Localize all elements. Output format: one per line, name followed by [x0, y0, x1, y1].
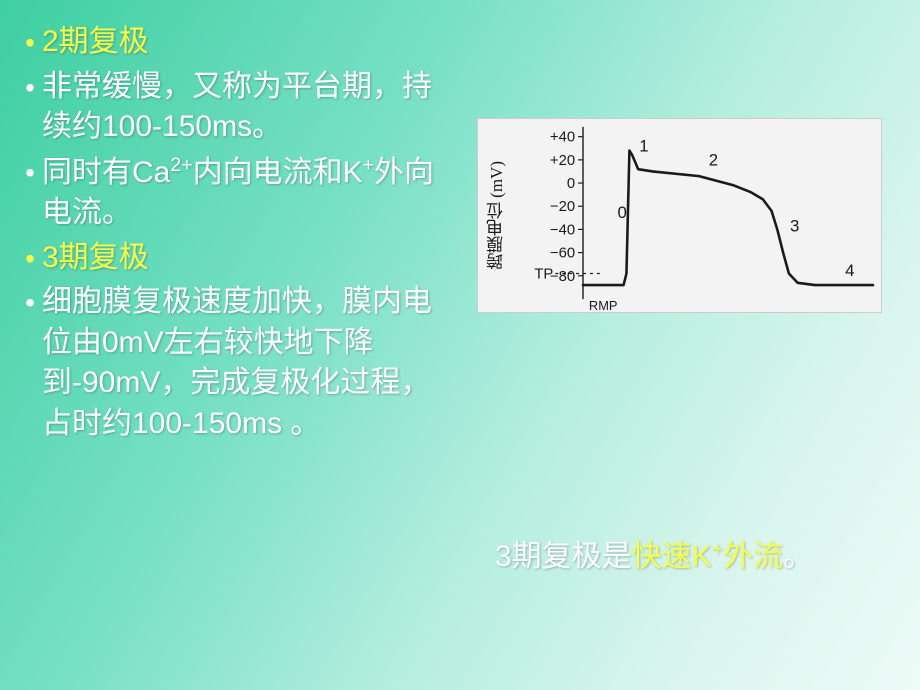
bullet-text: 非常缓慢，又称为平台期，持续约100-150ms。 — [42, 67, 448, 148]
bullet-item: •同时有Ca2+内向电流和K+外向电流。 — [18, 152, 448, 234]
svg-text:−80: −80 — [550, 269, 575, 285]
svg-text:−40: −40 — [550, 222, 575, 238]
svg-text:4: 4 — [845, 261, 854, 280]
svg-text:2: 2 — [709, 151, 718, 170]
bullet-dot-icon: • — [18, 240, 42, 278]
svg-text:RMP: RMP — [589, 298, 618, 312]
bottom-note-hl2: 外流 — [723, 540, 783, 573]
bullet-text: 细胞膜复极速度加快，膜内电位由0mV左右较快地下降到-90mV，完成复极化过程，… — [42, 282, 448, 444]
svg-text:+20: +20 — [550, 153, 575, 169]
bottom-note-sup: + — [712, 538, 723, 560]
action-potential-chart: +40 +20 0 −20 −40 −60 −80TP RMP 0 1 2 3 4 跨膜电位 (mV) — [477, 118, 882, 313]
bullet-dot-icon: • — [18, 24, 42, 62]
bullet-dot-icon: • — [18, 154, 42, 192]
svg-text:0: 0 — [567, 176, 575, 192]
svg-text:−20: −20 — [550, 199, 575, 215]
chart-svg: +40 +20 0 −20 −40 −60 −80TP RMP 0 1 2 3 4 — [478, 119, 881, 312]
bottom-note-post: 。 — [783, 540, 813, 573]
bullet-item: •非常缓慢，又称为平台期，持续约100-150ms。 — [18, 67, 448, 148]
chart-y-axis-label: 跨膜电位 (mV) — [484, 161, 509, 270]
bullet-heading: •2期复极 — [18, 22, 448, 63]
svg-text:0: 0 — [617, 203, 626, 222]
bottom-note-pre: 3期复极是 — [495, 540, 632, 573]
bullet-text: 3期复极 — [42, 238, 448, 279]
bullet-text: 同时有Ca2+内向电流和K+外向电流。 — [42, 152, 448, 234]
bullet-text: 2期复极 — [42, 22, 448, 63]
bottom-note: 3期复极是快速K+外流。 — [495, 535, 895, 579]
svg-text:−60: −60 — [550, 246, 575, 262]
svg-text:+40: +40 — [550, 130, 575, 146]
bullet-item: •细胞膜复极速度加快，膜内电位由0mV左右较快地下降到-90mV，完成复极化过程… — [18, 282, 448, 444]
bottom-note-hl1: 快速K — [632, 540, 712, 573]
svg-text:3: 3 — [790, 217, 799, 236]
bullet-list: •2期复极•非常缓慢，又称为平台期，持续约100-150ms。•同时有Ca2+内… — [18, 22, 448, 448]
svg-text:1: 1 — [639, 137, 648, 156]
svg-text:TP: TP — [534, 266, 553, 282]
bullet-dot-icon: • — [18, 69, 42, 107]
bullet-dot-icon: • — [18, 284, 42, 322]
bullet-heading: •3期复极 — [18, 238, 448, 279]
